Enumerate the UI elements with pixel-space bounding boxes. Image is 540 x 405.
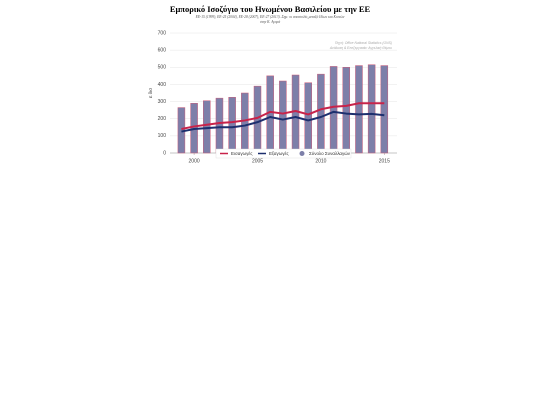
y-tick-label: 600: [158, 47, 167, 53]
x-tick-label: 2005: [252, 158, 263, 164]
legend-label: Εισαγωγές: [231, 150, 253, 156]
legend-swatch: [299, 151, 305, 156]
x-tick-label: 2015: [379, 158, 390, 164]
legend: Εισαγωγές Εξαγωγές Σύνολο Συναλλαγών: [215, 148, 352, 159]
bar: [266, 75, 274, 154]
bar: [304, 82, 312, 154]
bar: [355, 65, 363, 154]
y-tick-label: 0: [163, 150, 166, 156]
y-tick-label: 300: [158, 99, 167, 105]
legend-label: Εξαγωγές: [269, 150, 290, 156]
y-tick-label: 100: [158, 133, 167, 139]
bar: [380, 65, 389, 154]
x-tick-label: 2010: [315, 158, 326, 164]
source-note: Πηγή: Office National Statistics (ONS): [335, 41, 392, 45]
bar: [215, 97, 224, 154]
y-tick-label: 700: [158, 30, 167, 36]
bar: [367, 64, 376, 154]
bar: [342, 67, 351, 154]
bar: [241, 92, 249, 154]
y-tick-label: 500: [158, 65, 167, 71]
chart-title: Εμπορικό Ισοζύγιο του Ηνωμένου Βασιλείου…: [170, 4, 371, 14]
bar: [329, 66, 338, 154]
y-tick-label: 200: [158, 116, 167, 122]
legend-box: [215, 148, 352, 159]
bar: [203, 100, 211, 154]
bar: [228, 97, 236, 154]
x-tick-label: 2000: [189, 158, 200, 164]
line: [181, 110, 385, 133]
y-axis-label: £ δισ: [148, 88, 153, 98]
bar: [317, 73, 325, 154]
source-note: Ανάλυση & Επεξεργασία: Αγγελική Θέμου: [329, 46, 392, 50]
subtitle: ΕΕ-15 (1999), ΕΕ-25 (2004), ΕΕ-28 (2007)…: [195, 14, 345, 20]
bar: [253, 85, 262, 154]
legend-label: Σύνολο Συναλλαγών: [309, 150, 351, 156]
bar: [291, 74, 300, 154]
y-tick-label: 400: [158, 82, 167, 88]
line: [181, 102, 385, 130]
subtitle: στην Κ. Αγορά: [260, 20, 280, 24]
bar: [279, 80, 287, 154]
